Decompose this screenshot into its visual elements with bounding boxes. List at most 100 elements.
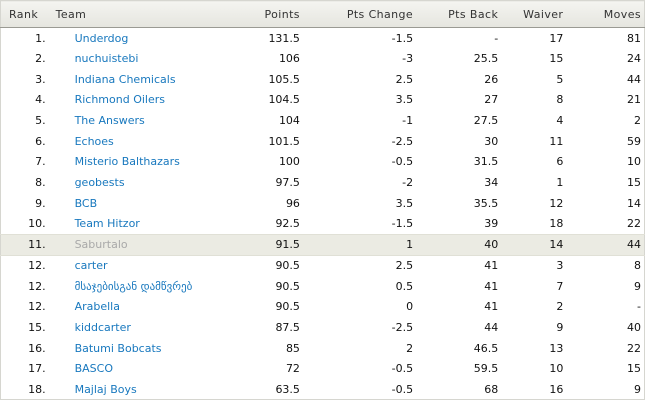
pts-change-cell: -1.5 bbox=[391, 217, 414, 231]
team-cell: kiddcarter bbox=[56, 317, 233, 338]
points-cell: 105.5 bbox=[268, 72, 300, 86]
team-cell: Team Hitzor bbox=[56, 214, 233, 235]
pts-back-cell: 27 bbox=[484, 93, 499, 107]
pts-change-cell: -0.5 bbox=[391, 155, 414, 169]
pts-change-cell: 2.5 bbox=[395, 259, 414, 273]
points-cell: 85 bbox=[285, 341, 300, 355]
team-link[interactable]: Majlaj Boys bbox=[74, 382, 137, 396]
moves-cell: 9 bbox=[634, 279, 641, 293]
team-link[interactable]: მსაჯებისგან დამწვრებ bbox=[74, 279, 193, 293]
team-link[interactable]: BCB bbox=[74, 196, 98, 210]
moves-cell: 22 bbox=[627, 341, 641, 355]
team-cell: geobests bbox=[56, 172, 233, 193]
pts-change-cell: 3.5 bbox=[395, 196, 414, 210]
team-link[interactable]: BASCO bbox=[74, 362, 113, 376]
team-cell: Underdog bbox=[56, 28, 233, 49]
table-row: 12. carter 90.5 2.5 41 3 8 bbox=[1, 255, 645, 276]
points-cell: 106 bbox=[278, 52, 300, 66]
team-link[interactable]: Misterio Balthazars bbox=[74, 155, 180, 169]
team-cell: Misterio Balthazars bbox=[56, 152, 233, 173]
team-link[interactable]: The Answers bbox=[74, 114, 145, 128]
pts-change-cell: -1.5 bbox=[391, 31, 414, 45]
team-link[interactable]: Arabella bbox=[74, 300, 120, 314]
rank-cell: 2. bbox=[35, 52, 46, 66]
pts-back-cell: 39 bbox=[484, 217, 499, 231]
points-cell: 63.5 bbox=[275, 382, 300, 396]
points-cell: 97.5 bbox=[275, 176, 300, 190]
team-link[interactable]: Indiana Chemicals bbox=[74, 72, 176, 86]
points-cell: 90.5 bbox=[275, 259, 300, 273]
rank-cell: 18. bbox=[28, 382, 46, 396]
waiver-cell: 4 bbox=[556, 114, 564, 128]
pts-change-cell: 2.5 bbox=[395, 72, 414, 86]
pts-back-cell: 41 bbox=[484, 300, 499, 314]
rank-cell: 8. bbox=[35, 176, 46, 190]
waiver-cell: 16 bbox=[549, 382, 564, 396]
pts-change-cell: -1 bbox=[402, 114, 414, 128]
points-cell: 90.5 bbox=[275, 300, 300, 314]
points-cell: 131.5 bbox=[268, 31, 300, 45]
waiver-cell: 1 bbox=[556, 176, 564, 190]
points-cell: 104 bbox=[278, 114, 300, 128]
pts-change-cell: 0 bbox=[406, 300, 414, 314]
moves-cell: 15 bbox=[627, 362, 641, 376]
team-link[interactable]: Richmond Oilers bbox=[74, 93, 165, 107]
waiver-cell: 7 bbox=[556, 279, 564, 293]
pts-change-cell: -2 bbox=[402, 176, 414, 190]
team-link[interactable]: Team Hitzor bbox=[74, 217, 140, 231]
moves-cell: 9 bbox=[634, 382, 641, 396]
pts-back-cell: 25.5 bbox=[473, 52, 499, 66]
team-link[interactable]: nuchuistebi bbox=[74, 52, 139, 66]
pts-change-cell: 0.5 bbox=[395, 279, 414, 293]
team-cell: BASCO bbox=[56, 359, 233, 380]
team-link[interactable]: kiddcarter bbox=[74, 320, 131, 334]
column-header-pts_back: Pts Back bbox=[416, 0, 502, 28]
table-row: 8. geobests 97.5 -2 34 1 15 bbox=[1, 172, 645, 193]
rank-cell: 11. bbox=[0, 233, 56, 256]
column-header-moves: Moves bbox=[566, 0, 645, 28]
moves-cell: 40 bbox=[627, 320, 641, 334]
team-link[interactable]: Batumi Bobcats bbox=[74, 341, 162, 355]
moves-cell: 10 bbox=[627, 155, 641, 169]
points-cell: 91.5 bbox=[232, 233, 303, 256]
header-row: Rank Team Points Pts Change Pts Back Waiver Mo… bbox=[0, 0, 645, 28]
table-row: 18. Majlaj Boys 63.5 -0.5 68 16 9 bbox=[1, 379, 645, 400]
team-link[interactable]: Saburtalo bbox=[74, 238, 128, 252]
waiver-cell: 3 bbox=[556, 259, 564, 273]
team-cell: carter bbox=[56, 255, 233, 276]
team-link[interactable]: geobests bbox=[74, 176, 125, 190]
pts-back-cell: 59.5 bbox=[473, 362, 499, 376]
points-cell: 87.5 bbox=[275, 320, 300, 334]
team-cell: Batumi Bobcats bbox=[56, 338, 233, 359]
rank-cell: 16. bbox=[28, 341, 46, 355]
waiver-cell: 12 bbox=[549, 196, 564, 210]
moves-cell: 21 bbox=[627, 93, 641, 107]
table-row: 12. მსაჯებისგან დამწვრებ 90.5 0.5 41 7 9 bbox=[1, 276, 645, 297]
table-row: 7. Misterio Balthazars 100 -0.5 31.5 6 10 bbox=[1, 152, 645, 173]
team-link[interactable]: carter bbox=[74, 259, 108, 273]
team-cell: Saburtalo bbox=[55, 233, 233, 256]
table-row: 11. Saburtalo 91.5 1 40 14 44 bbox=[0, 233, 645, 256]
waiver-cell: 17 bbox=[549, 31, 564, 45]
rank-cell: 9. bbox=[35, 196, 46, 210]
moves-cell: 81 bbox=[627, 31, 641, 45]
rank-cell: 6. bbox=[35, 134, 46, 148]
pts-back-cell: 27.5 bbox=[473, 114, 499, 128]
team-link[interactable]: Underdog bbox=[74, 31, 129, 45]
team-link[interactable]: Echoes bbox=[74, 134, 114, 148]
rank-cell: 1. bbox=[35, 31, 46, 45]
waiver-cell: 13 bbox=[549, 341, 564, 355]
pts-change-cell: -2.5 bbox=[391, 134, 414, 148]
moves-cell: 59 bbox=[627, 134, 641, 148]
waiver-cell: 14 bbox=[501, 233, 567, 256]
rank-cell: 12. bbox=[28, 279, 46, 293]
team-cell: მსაჯებისგან დამწვრებ bbox=[56, 276, 233, 297]
pts-change-cell: 3.5 bbox=[395, 93, 414, 107]
table-row: 10. Team Hitzor 92.5 -1.5 39 18 22 bbox=[1, 214, 645, 235]
pts-back-cell: 40 bbox=[416, 233, 502, 256]
standings-body: 1. Underdog 131.5 -1.5-17 81 2. nuchuistebi 106… bbox=[0, 28, 645, 400]
column-header-rank: Rank bbox=[0, 0, 56, 28]
table-row: 5. The Answers 104 -1 27.5 4 2 bbox=[1, 110, 645, 131]
rank-cell: 12. bbox=[28, 300, 46, 314]
moves-cell: 8 bbox=[634, 259, 641, 273]
